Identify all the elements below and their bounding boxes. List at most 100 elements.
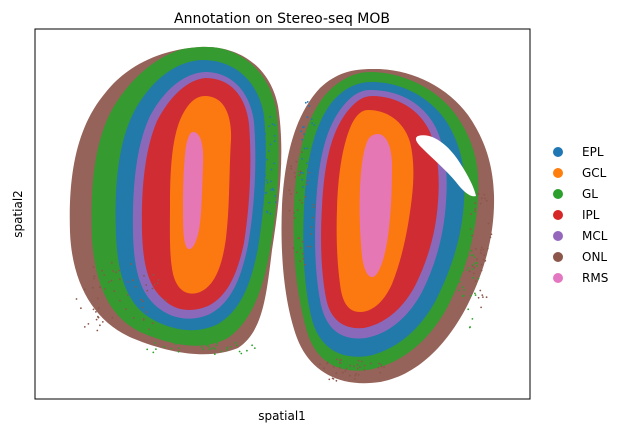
point-onl <box>339 359 341 362</box>
point-onl <box>300 247 302 249</box>
point-gl <box>467 308 470 311</box>
point-onl <box>345 368 348 370</box>
point-gl <box>473 256 476 259</box>
point-gl <box>201 346 203 349</box>
point-onl <box>312 216 315 219</box>
point-gl <box>177 350 180 353</box>
point-gl <box>466 269 469 271</box>
point-onl <box>332 366 335 368</box>
point-onl <box>157 279 160 281</box>
point-onl <box>323 367 325 370</box>
point-onl <box>295 191 298 194</box>
point-onl <box>474 248 477 250</box>
point-onl <box>156 282 159 285</box>
point-onl <box>92 266 95 268</box>
point-onl <box>99 324 101 327</box>
point-onl <box>480 269 483 272</box>
point-onl <box>143 274 145 277</box>
point-epl <box>306 168 309 171</box>
point-onl <box>93 275 96 277</box>
point-onl <box>290 167 293 170</box>
point-epl <box>265 210 268 213</box>
point-epl <box>300 171 302 174</box>
point-gl <box>190 339 193 342</box>
point-epl <box>311 154 314 157</box>
point-onl <box>332 378 335 380</box>
point-onl <box>474 210 477 213</box>
point-onl <box>358 366 361 369</box>
tissue-gap <box>415 135 476 197</box>
point-gl <box>194 344 197 346</box>
point-onl <box>300 151 303 154</box>
point-onl <box>151 287 154 290</box>
point-onl <box>296 209 299 212</box>
point-specks <box>75 101 493 382</box>
point-onl <box>468 270 471 273</box>
point-onl <box>301 252 304 255</box>
point-epl <box>301 158 303 160</box>
point-epl <box>261 171 264 174</box>
point-gl <box>469 249 472 252</box>
point-epl <box>303 133 305 136</box>
point-onl <box>480 246 483 249</box>
point-onl <box>96 329 99 332</box>
point-onl <box>145 311 148 313</box>
left-section <box>69 46 282 355</box>
point-onl <box>326 362 328 365</box>
point-onl <box>473 266 476 269</box>
point-epl <box>265 179 268 182</box>
point-gl <box>208 348 211 351</box>
right-section <box>281 68 495 384</box>
point-onl <box>289 193 292 195</box>
point-onl <box>378 362 381 365</box>
point-epl <box>273 124 276 127</box>
point-onl <box>142 318 145 320</box>
point-gl <box>466 255 468 258</box>
point-gl <box>461 286 464 289</box>
point-gl <box>146 348 149 351</box>
point-epl <box>266 158 268 161</box>
point-epl <box>268 125 270 128</box>
point-onl <box>299 170 302 173</box>
legend-marker-epl <box>553 147 563 157</box>
point-onl <box>95 318 98 321</box>
point-gl <box>471 318 474 320</box>
point-onl <box>339 362 342 364</box>
legend-marker-rms <box>553 273 563 283</box>
point-gl <box>469 254 472 257</box>
point-epl <box>271 187 274 190</box>
legend-marker-gcl <box>553 168 563 178</box>
point-onl <box>489 236 492 239</box>
point-gl <box>461 262 464 265</box>
point-epl <box>304 101 307 104</box>
point-epl <box>311 175 314 178</box>
point-onl <box>479 202 482 205</box>
point-onl <box>91 286 94 289</box>
point-gl <box>474 262 477 265</box>
point-onl <box>486 247 489 250</box>
point-epl <box>273 135 276 137</box>
point-gl <box>476 262 479 264</box>
point-onl <box>101 321 104 323</box>
point-gl <box>251 344 254 347</box>
point-onl <box>103 274 106 276</box>
y-axis-label: spatial2 <box>11 190 25 238</box>
point-onl <box>356 363 359 366</box>
point-epl <box>263 147 266 150</box>
point-gl <box>155 348 157 350</box>
point-onl <box>112 270 115 272</box>
point-onl <box>485 296 488 299</box>
point-gl <box>154 342 157 344</box>
point-epl <box>272 189 275 192</box>
point-onl <box>92 308 95 311</box>
point-onl <box>357 359 360 362</box>
point-onl <box>363 369 366 371</box>
point-gl <box>216 342 219 345</box>
point-onl <box>99 286 101 288</box>
point-onl <box>135 286 137 288</box>
point-epl <box>303 126 305 128</box>
point-onl <box>75 298 78 300</box>
point-gl <box>463 289 465 291</box>
legend-marker-mcl <box>553 231 563 241</box>
point-onl <box>379 371 381 374</box>
